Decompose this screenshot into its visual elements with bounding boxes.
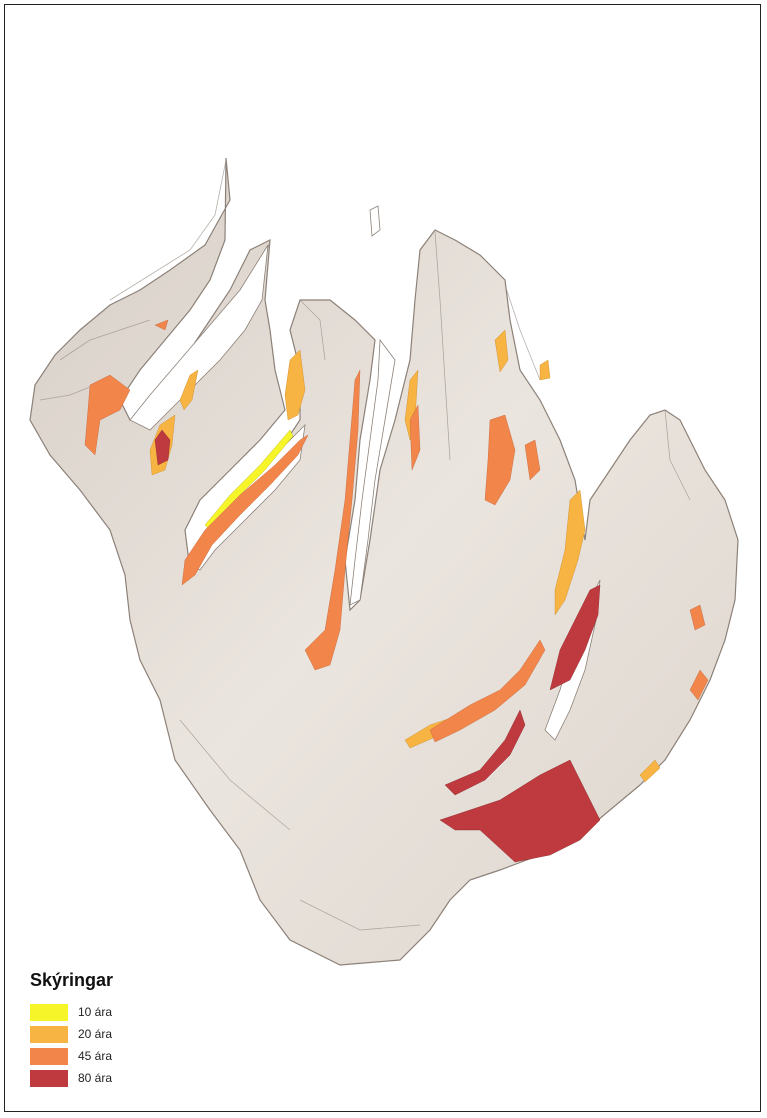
legend-swatch-45 <box>30 1047 68 1065</box>
legend-item: 45 ára <box>30 1045 113 1067</box>
legend-swatch-10 <box>30 1003 68 1021</box>
legend-title: Skýringar <box>30 970 114 990</box>
zone-80-ara[interactable] <box>154 429 601 863</box>
zone-45-ara[interactable] <box>84 319 709 743</box>
legend-swatch-80 <box>30 1069 68 1087</box>
terrain-landmass <box>29 157 739 966</box>
legend: Skýringar 10 ára 20 ára 45 ára 80 ára <box>30 970 113 1089</box>
legend-label-80: 80 ára <box>78 1071 113 1085</box>
legend-label-10: 10 ára <box>78 1005 113 1019</box>
legend-item: 20 ára <box>30 1023 113 1045</box>
legend-item: 80 ára <box>30 1067 113 1089</box>
terrain-ridges <box>39 159 691 931</box>
legend-label-20: 20 ára <box>78 1027 113 1041</box>
legend-label-45: 45 ára <box>78 1049 113 1063</box>
legend-item: 10 ára <box>30 1001 113 1023</box>
legend-swatch-20 <box>30 1025 68 1043</box>
